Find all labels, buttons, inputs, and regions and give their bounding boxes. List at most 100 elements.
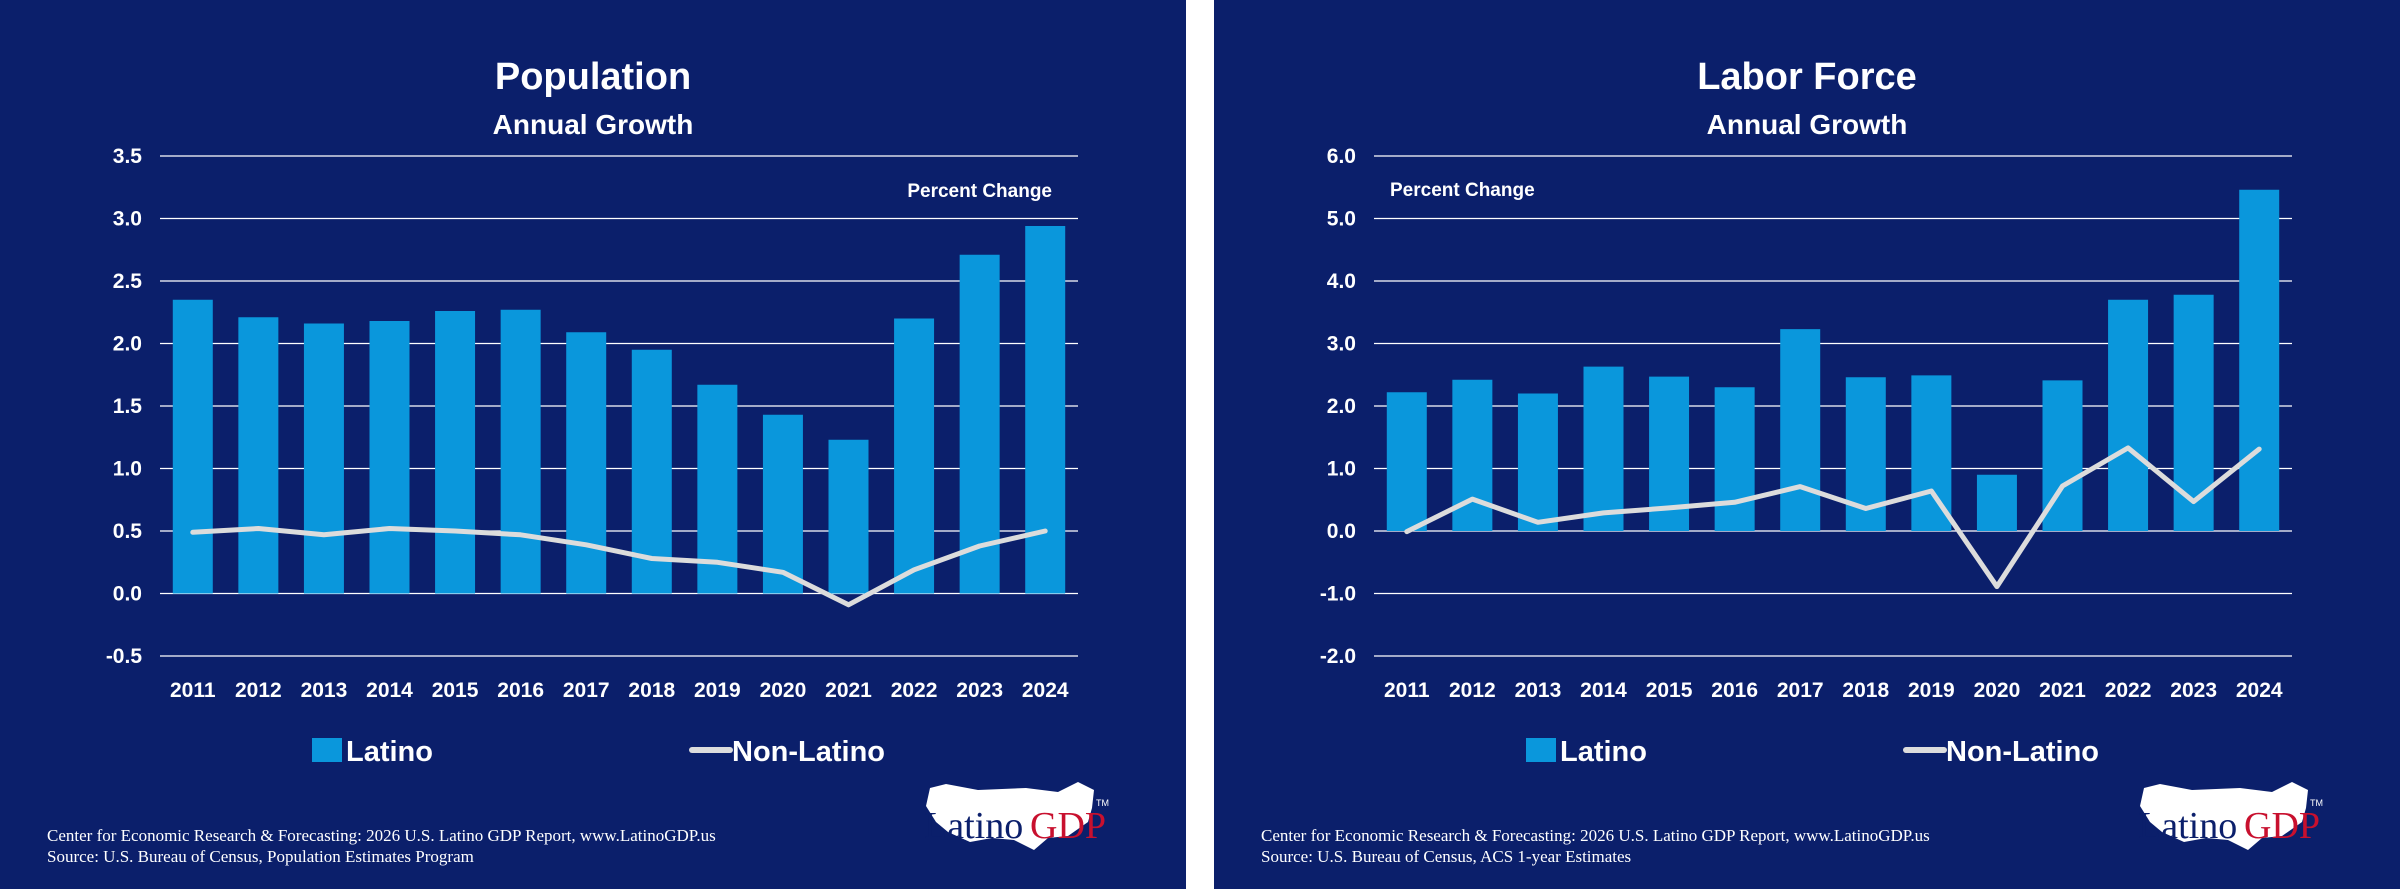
latino-bar xyxy=(172,299,213,594)
legend-latino-swatch xyxy=(1526,738,1556,762)
y-tick-label: 3.0 xyxy=(1327,333,1356,356)
legend-non-latino-label: Non-Latino xyxy=(732,736,885,768)
x-tick-label: 2014 xyxy=(1580,679,1627,702)
x-tick-label: 2012 xyxy=(235,679,282,702)
x-tick-label: 2021 xyxy=(2039,679,2086,702)
x-tick-label: 2016 xyxy=(1711,679,1758,702)
y-tick-label: 0.0 xyxy=(1327,520,1356,543)
latino-bar xyxy=(894,318,935,594)
x-tick-label: 2019 xyxy=(694,679,741,702)
x-tick-label: 2017 xyxy=(563,679,610,702)
legend-latino-label: Latino xyxy=(1560,736,1647,768)
legend: Latino Non-Latino xyxy=(312,736,885,768)
x-tick-label: 2023 xyxy=(2170,679,2217,702)
labor-force-chart-panel: Labor Force Annual Growth 6.0 5.0 4.0 3.0 2.… xyxy=(1214,0,2400,889)
x-tick-label: 2013 xyxy=(1515,679,1562,702)
y-tick-label: 1.0 xyxy=(1327,458,1356,481)
x-tick-label: 2015 xyxy=(432,679,479,702)
latino-bar xyxy=(1911,375,1952,531)
x-tick-label: 2020 xyxy=(1974,679,2021,702)
chart-subtitle: Annual Growth xyxy=(1707,109,1908,140)
latino-gdp-logo: Latino GDP TM xyxy=(2138,782,2323,850)
gridlines xyxy=(160,155,1078,657)
latino-bar xyxy=(435,311,476,594)
non-latino-line xyxy=(190,526,1048,608)
latino-bar xyxy=(959,254,1000,594)
y-tick-label: 1.5 xyxy=(113,395,143,418)
chart-title: Labor Force xyxy=(1697,56,1917,98)
x-axis-ticks: 2011 2012 2013 2014 2015 2016 2017 2018 2019 2020… xyxy=(1384,679,2283,702)
latino-bar xyxy=(697,384,738,594)
chart-subtitle: Annual Growth xyxy=(493,109,694,140)
logo-text-latino: Latino xyxy=(924,805,1023,847)
logo-text-latino: Latino xyxy=(2138,805,2237,847)
gridlines xyxy=(1374,155,2292,657)
y-tick-label: 0.0 xyxy=(113,583,142,606)
us-map-icon xyxy=(926,782,1094,850)
x-tick-label: 2011 xyxy=(170,679,216,702)
latino-bar xyxy=(1025,226,1066,594)
y-axis-ticks: 3.5 3.0 2.5 2.0 1.5 1.0 0.5 0.0 -0.5 xyxy=(106,145,143,668)
y-tick-label: 4.0 xyxy=(1327,270,1356,293)
y-tick-label: -1.0 xyxy=(1320,583,1356,606)
latino-bar xyxy=(2239,189,2280,531)
x-tick-label: 2017 xyxy=(1777,679,1824,702)
y-axis-ticks: 6.0 5.0 4.0 3.0 2.0 1.0 0.0 -1.0 -2.0 xyxy=(1320,145,1356,668)
us-map-icon xyxy=(2140,782,2308,850)
y-tick-label: -2.0 xyxy=(1320,645,1356,668)
percent-change-label: Percent Change xyxy=(1390,180,1535,201)
x-tick-label: 2022 xyxy=(891,679,938,702)
latino-bar xyxy=(631,349,672,594)
latino-bar xyxy=(1976,474,2017,531)
percent-change-label: Percent Change xyxy=(907,181,1052,202)
latino-bar xyxy=(1780,329,1821,531)
latino-bar xyxy=(1583,366,1624,531)
population-chart: Population Annual Growth 3.5 3.0 2.5 2.0 1.5… xyxy=(47,56,1109,866)
latino-bar xyxy=(303,323,344,594)
population-chart-panel: Population Annual Growth 3.5 3.0 2.5 2.0 1.5… xyxy=(0,0,1186,889)
latino-bar xyxy=(762,414,803,594)
y-tick-label: 2.5 xyxy=(113,270,143,293)
x-tick-label: 2011 xyxy=(1384,679,1430,702)
legend-latino-label: Latino xyxy=(346,736,433,768)
y-tick-label: 5.0 xyxy=(1327,208,1356,231)
latino-bar xyxy=(828,439,869,594)
x-tick-label: 2018 xyxy=(1842,679,1889,702)
x-tick-label: 2015 xyxy=(1646,679,1693,702)
source-line-2: Source: U.S. Bureau of Census, ACS 1-yea… xyxy=(1261,847,1631,866)
y-tick-label: -0.5 xyxy=(106,645,143,668)
non-latino-line-group xyxy=(190,526,1048,608)
logo-text-gdp: GDP xyxy=(1030,805,1106,847)
logo-text-gdp: GDP xyxy=(2244,805,2320,847)
x-tick-label: 2016 xyxy=(497,679,544,702)
x-tick-label: 2018 xyxy=(628,679,675,702)
source-line-2: Source: U.S. Bureau of Census, Populatio… xyxy=(47,847,474,866)
y-tick-label: 6.0 xyxy=(1327,145,1356,168)
chart-title: Population xyxy=(495,56,691,98)
latino-bar xyxy=(1714,387,1755,531)
latino-bar xyxy=(1386,392,1427,531)
y-tick-label: 3.0 xyxy=(113,208,142,231)
x-tick-label: 2021 xyxy=(825,679,872,702)
source-line-1: Center for Economic Research & Forecasti… xyxy=(1261,826,1930,845)
x-tick-label: 2023 xyxy=(956,679,1003,702)
legend-latino-swatch xyxy=(312,738,342,762)
logo-trademark: TM xyxy=(1096,798,1109,808)
latino-bar xyxy=(566,332,607,594)
logo-trademark: TM xyxy=(2310,798,2323,808)
latino-bar xyxy=(500,309,541,594)
latino-gdp-logo: Latino GDP TM xyxy=(924,782,1109,850)
y-tick-label: 0.5 xyxy=(113,520,143,543)
legend: Latino Non-Latino xyxy=(1526,736,2099,768)
source-line-1: Center for Economic Research & Forecasti… xyxy=(47,826,716,845)
latino-bar xyxy=(369,321,410,594)
latino-bar xyxy=(238,317,279,594)
x-tick-label: 2024 xyxy=(1022,679,1069,702)
x-tick-label: 2022 xyxy=(2105,679,2152,702)
x-tick-label: 2019 xyxy=(1908,679,1955,702)
latino-bars xyxy=(1386,189,2280,531)
legend-non-latino-label: Non-Latino xyxy=(1946,736,2099,768)
x-tick-label: 2024 xyxy=(2236,679,2283,702)
labor-force-chart: Labor Force Annual Growth 6.0 5.0 4.0 3.0 2.… xyxy=(1261,56,2323,866)
y-tick-label: 3.5 xyxy=(113,145,143,168)
